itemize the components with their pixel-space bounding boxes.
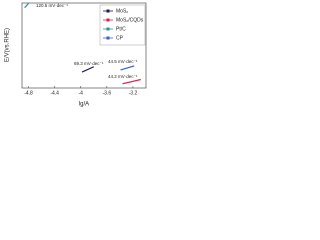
- plot-frame: [21, 2, 147, 89]
- series-line: [120, 65, 135, 71]
- x-tick-label: -4.4: [50, 90, 59, 96]
- series-line: [81, 66, 95, 73]
- x-tick-label: -3.6: [103, 90, 112, 96]
- legend-marker: [106, 9, 110, 13]
- x-axis-label: lg/A: [79, 102, 89, 108]
- annotation: 120.5 mV·dec⁻¹: [36, 3, 68, 8]
- legend-label: MoS₂: [116, 8, 128, 14]
- x-tick-label: -3.2: [129, 90, 138, 96]
- legend-label: CP: [116, 35, 124, 41]
- y-axis-label: E/V(vs.RHE): [5, 28, 11, 62]
- series-line: [24, 3, 29, 9]
- series-line: [122, 78, 141, 85]
- legend-label: Pt/C: [116, 26, 126, 32]
- legend-label: MoS₂/CQDs: [116, 17, 144, 23]
- legend-marker: [106, 36, 110, 40]
- legend-marker: [106, 27, 110, 31]
- x-tick-label: -4: [79, 90, 84, 96]
- chart: lg/A E/V(vs.RHE) -4.8 -4.4 -4 -3.6 -3.2 MoS₂ M…: [5, 2, 147, 108]
- x-tick-label: -4.8: [24, 90, 33, 96]
- legend-marker: [106, 18, 110, 22]
- annotation: 69.3 mV·dec⁻¹: [74, 61, 104, 66]
- annotation: 44.2 mV·dec⁻¹: [108, 74, 138, 79]
- annotation: 44.5 mV·dec⁻¹: [108, 59, 138, 64]
